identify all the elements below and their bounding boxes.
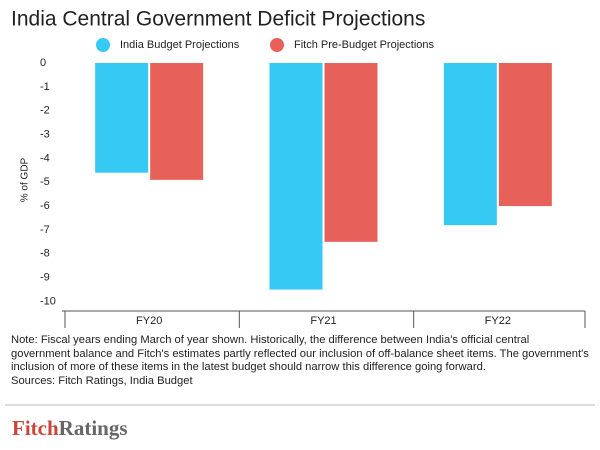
logo: FitchRatings bbox=[12, 416, 128, 441]
legend-swatch bbox=[96, 38, 110, 52]
x-tick-label: FY22 bbox=[485, 315, 511, 327]
bar bbox=[443, 63, 497, 226]
x-tick-label: FY21 bbox=[310, 315, 336, 327]
logo-first: Fitch bbox=[12, 416, 59, 440]
legend-label: India Budget Projections bbox=[120, 39, 240, 51]
y-tick-label: -1 bbox=[40, 81, 50, 93]
note: Note: Fiscal years ending March of year … bbox=[11, 334, 591, 388]
y-tick-label: 0 bbox=[40, 57, 46, 69]
bar bbox=[498, 63, 552, 207]
bar bbox=[150, 63, 204, 180]
y-tick-label: -2 bbox=[40, 105, 50, 117]
y-tick-label: -6 bbox=[40, 200, 50, 212]
legend-label: Fitch Pre-Budget Projections bbox=[294, 39, 435, 51]
bar bbox=[324, 63, 378, 242]
legend-swatch bbox=[270, 38, 284, 52]
note-text: Note: Fiscal years ending March of year … bbox=[11, 334, 589, 374]
y-tick-label: -10 bbox=[40, 295, 56, 307]
y-tick-label: -8 bbox=[40, 248, 50, 260]
y-tick-label: -4 bbox=[40, 152, 50, 164]
logo-second: Ratings bbox=[58, 416, 128, 440]
y-tick-label: -5 bbox=[40, 176, 50, 188]
chart-title: India Central Government Deficit Project… bbox=[11, 8, 425, 31]
y-axis-label: % of GDP bbox=[20, 157, 31, 202]
bar bbox=[95, 63, 149, 173]
x-tick-label: FY20 bbox=[136, 315, 162, 327]
sources: Sources: Fitch Ratings, India Budget bbox=[11, 374, 193, 387]
y-tick-label: -3 bbox=[40, 128, 50, 140]
bar bbox=[269, 63, 323, 290]
y-tick-label: -9 bbox=[40, 272, 50, 284]
y-tick-label: -7 bbox=[40, 224, 50, 236]
